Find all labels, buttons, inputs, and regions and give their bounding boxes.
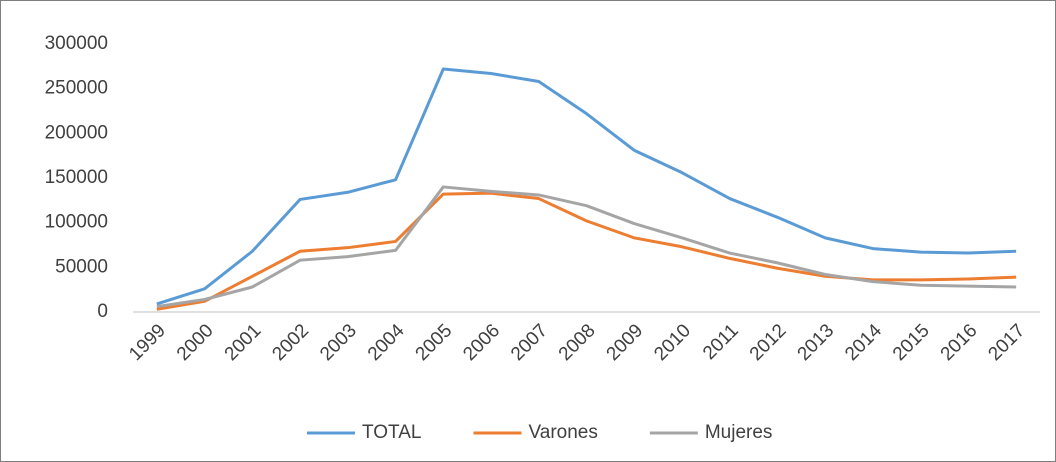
y-tick-label: 150000 — [45, 167, 108, 188]
legend-label: TOTAL — [362, 422, 421, 443]
y-tick-label: 100000 — [45, 212, 108, 233]
y-tick-label: 200000 — [45, 122, 108, 143]
line-series — [156, 67, 1017, 306]
y-tick-label: 250000 — [45, 78, 108, 99]
y-tick-label: 0 — [97, 301, 108, 322]
y-tick-label: 300000 — [45, 33, 108, 54]
line-series — [156, 185, 1017, 309]
legend-label: Varones — [528, 422, 597, 443]
legend-label: Mujeres — [705, 422, 773, 443]
line-series — [156, 191, 1017, 311]
y-tick-label: 50000 — [55, 256, 108, 277]
